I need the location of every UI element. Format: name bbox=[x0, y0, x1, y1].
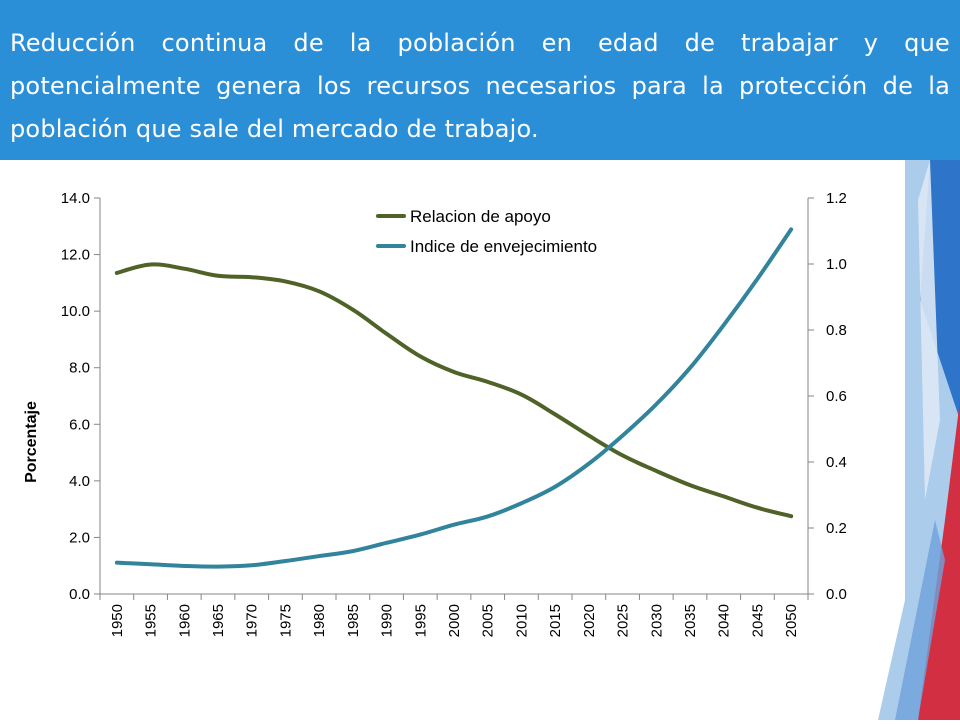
left-tick-label: 12.0 bbox=[61, 247, 90, 264]
x-tick-label: 1955 bbox=[143, 604, 160, 637]
series-line-1 bbox=[114, 262, 794, 519]
x-tick-label: 1960 bbox=[176, 604, 193, 637]
x-tick-label: 2030 bbox=[648, 604, 665, 637]
y-axis-label: Porcentaje bbox=[23, 401, 40, 483]
series-layer bbox=[114, 227, 794, 569]
left-tick-label: 2.0 bbox=[69, 529, 90, 546]
line-chart: 0.0 2.0 4.0 6.0 8.0 10.0 12.0 14.0 0.0 0.2 0.4 0.6 0… bbox=[23, 190, 847, 637]
x-tick-label: 2020 bbox=[581, 604, 598, 637]
left-tick-label: 14.0 bbox=[61, 190, 90, 207]
header-banner: Reducción continua de la población en ed… bbox=[0, 0, 960, 160]
x-tick-label: 2015 bbox=[547, 604, 564, 637]
x-tick-label: 1975 bbox=[277, 604, 294, 637]
x-tick-label: 2025 bbox=[615, 604, 632, 637]
left-tick-label: 4.0 bbox=[69, 473, 90, 490]
axes-layer bbox=[99, 198, 809, 595]
right-tick-label: 0.6 bbox=[826, 388, 847, 405]
x-tick-label: 1965 bbox=[210, 604, 227, 637]
left-tick-label: 6.0 bbox=[69, 416, 90, 433]
right-tick-label: 1.0 bbox=[826, 256, 847, 273]
chart-area: 0.0 2.0 4.0 6.0 8.0 10.0 12.0 14.0 0.0 0.2 0.4 0.6 0… bbox=[0, 160, 960, 720]
right-tick-label: 1.2 bbox=[826, 190, 847, 207]
x-tick-label: 2010 bbox=[513, 604, 530, 637]
x-tick-label: 2040 bbox=[716, 604, 733, 637]
x-tick-label: 1985 bbox=[345, 604, 362, 637]
slide-title: Reducción continua de la población en ed… bbox=[10, 29, 950, 143]
x-tick-label: 1950 bbox=[109, 604, 126, 637]
right-tick-label: 0.2 bbox=[826, 520, 847, 537]
x-tick-label: 2035 bbox=[682, 604, 699, 637]
ticks-layer: 0.0 2.0 4.0 6.0 8.0 10.0 12.0 14.0 0.0 0.2 0.4 0.6 0… bbox=[61, 190, 847, 637]
x-tick-label: 1970 bbox=[244, 604, 261, 637]
x-tick-label: 2045 bbox=[749, 604, 766, 637]
right-tick-label: 0.8 bbox=[826, 322, 847, 339]
x-tick-label: 2005 bbox=[480, 604, 497, 637]
right-tick-label: 0.4 bbox=[826, 454, 847, 471]
x-tick-label: 1995 bbox=[412, 604, 429, 637]
left-tick-label: 0.0 bbox=[69, 586, 90, 603]
series-line-2 bbox=[114, 227, 794, 569]
right-tick-label: 0.0 bbox=[826, 586, 847, 603]
legend-label-2: Indice de envejecimiento bbox=[410, 237, 597, 256]
left-tick-label: 10.0 bbox=[61, 303, 90, 320]
x-tick-label: 2050 bbox=[783, 604, 800, 637]
left-tick-label: 8.0 bbox=[69, 360, 90, 377]
legend-label-1: Relacion de apoyo bbox=[410, 207, 551, 226]
legend-layer: Relacion de apoyo Indice de envejecimient… bbox=[376, 207, 597, 256]
x-tick-label: 1990 bbox=[379, 604, 396, 637]
x-tick-label: 2000 bbox=[446, 604, 463, 637]
x-tick-label: 1980 bbox=[311, 604, 328, 637]
